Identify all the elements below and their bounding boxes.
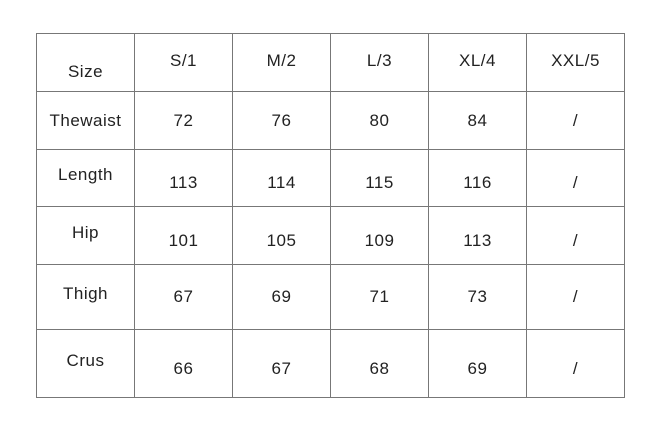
table-cell: 72 [134,91,233,150]
table-cell: 76 [232,91,331,150]
table-row: Length 113 114 115 116/ [36,149,625,207]
table-cell: 109 [330,206,429,265]
row-label: Hip [36,206,135,265]
table-row: Thigh 67 69 71 73/ [36,264,625,330]
table-cell: 71 [330,264,429,330]
row-label: Crus [36,329,135,398]
table-cell: 113 [134,149,233,207]
table-cell: 69 [232,264,331,330]
table-cell: 113 [428,206,527,265]
table-row: Hip 101 105 109 113/ [36,206,625,265]
column-header: M/2 [232,33,331,92]
column-header: XL/4 [428,33,527,92]
column-header: XXL/5 [526,33,625,92]
table-cell: 101 [134,206,233,265]
header-row: Size S/1 M/2 L/3 XL/4 XXL/5 [36,33,625,92]
table-row: Crus 66 67 68 69/ [36,329,625,398]
table-row: Thewaist 72 76 80 84/ [36,91,625,150]
column-header: L/3 [330,33,429,92]
table-cell: 105 [232,206,331,265]
table-cell: / [526,329,625,398]
row-label: Thigh [36,264,135,330]
table-cell: 66 [134,329,233,398]
table-cell: / [526,206,625,265]
row-label: Length [36,149,135,207]
table-cell: 67 [134,264,233,330]
table-cell: / [526,91,625,150]
table-cell: 69 [428,329,527,398]
table-cell: 115 [330,149,429,207]
table-cell: 114 [232,149,331,207]
table-cell: 67 [232,329,331,398]
table-cell: 68 [330,329,429,398]
column-header: Size [36,33,135,92]
column-header: S/1 [134,33,233,92]
table-cell: 80 [330,91,429,150]
size-chart-table: Size S/1 M/2 L/3 XL/4 XXL/5 Thewaist 72 76 80 84/L… [36,33,625,398]
table-cell: 73 [428,264,527,330]
row-label: Thewaist [36,91,135,150]
table-cell: 116 [428,149,527,207]
table-cell: / [526,264,625,330]
table-cell: / [526,149,625,207]
table-cell: 84 [428,91,527,150]
